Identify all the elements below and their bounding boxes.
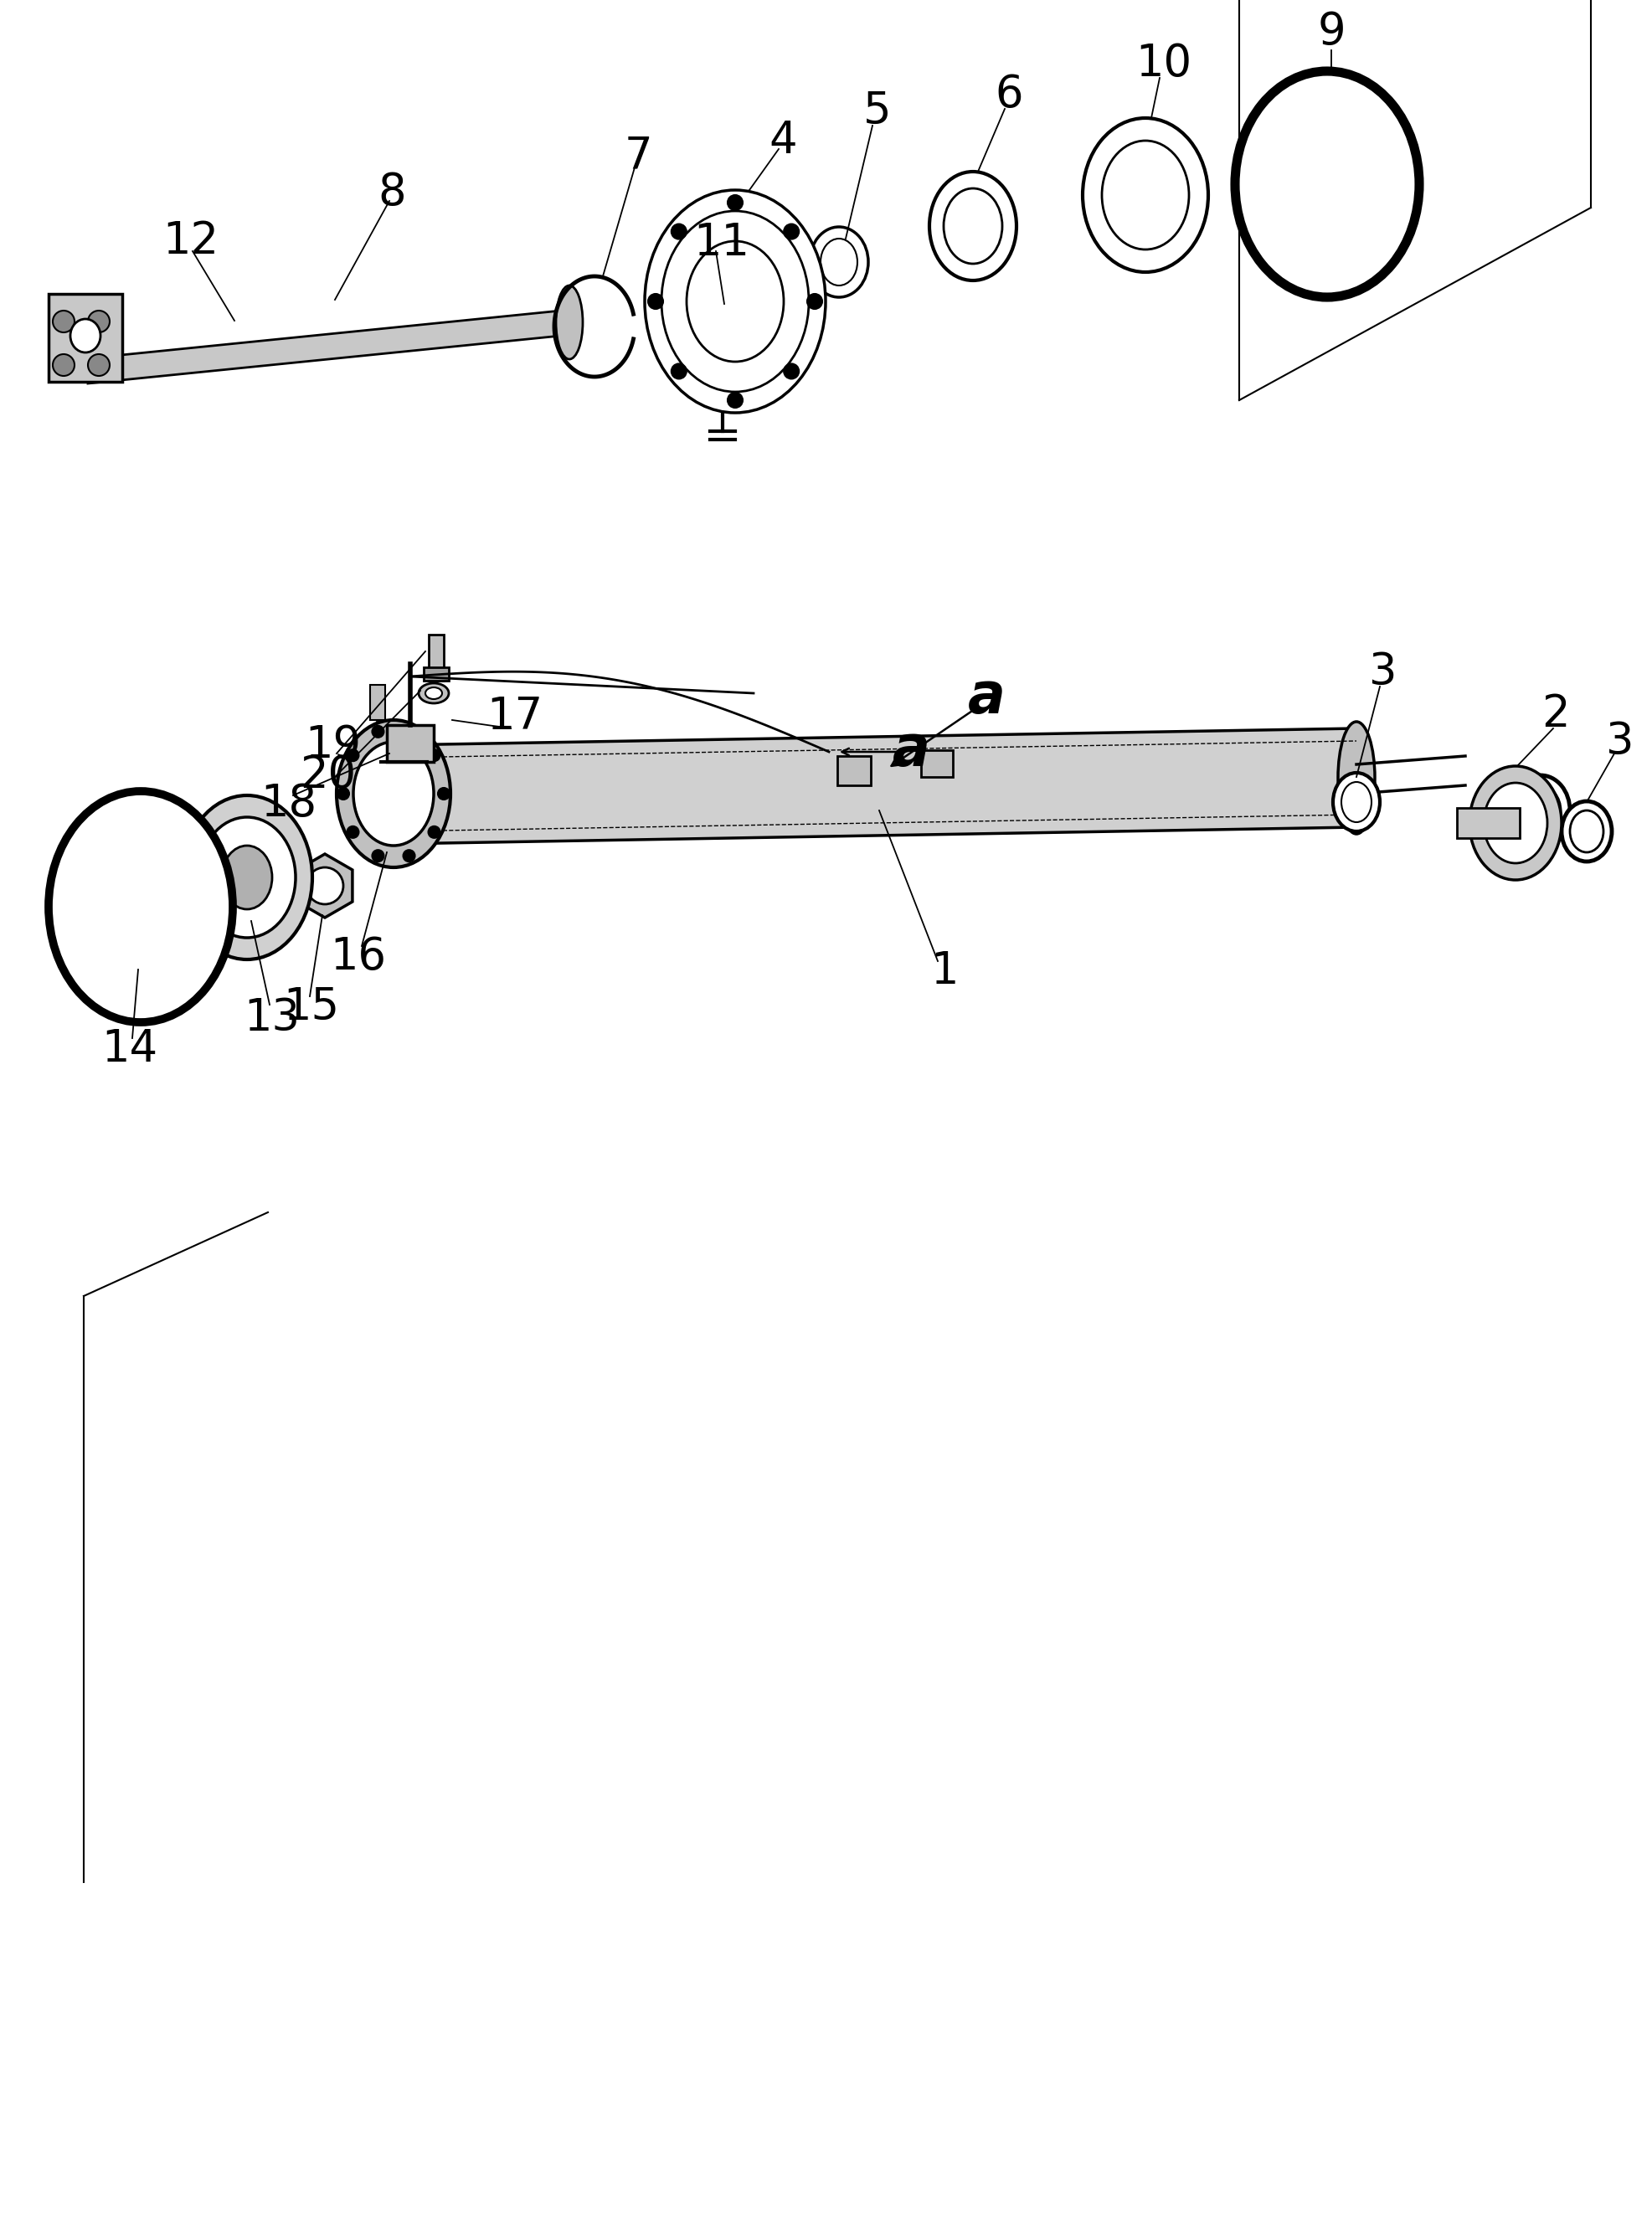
Text: 14: 14	[102, 1026, 159, 1071]
Ellipse shape	[671, 364, 686, 379]
Ellipse shape	[943, 188, 1001, 264]
Ellipse shape	[347, 827, 358, 838]
Bar	[370, 685, 385, 721]
Text: 3: 3	[1368, 650, 1396, 694]
Bar	[920, 749, 952, 776]
Text: 19: 19	[306, 723, 362, 767]
Text: 12: 12	[164, 219, 218, 264]
Ellipse shape	[1483, 783, 1546, 862]
Bar	[428, 634, 443, 681]
Text: 4: 4	[768, 120, 796, 162]
Text: a: a	[966, 670, 1004, 725]
Text: a: a	[892, 723, 930, 778]
Ellipse shape	[372, 725, 383, 738]
Bar	[387, 725, 433, 763]
Ellipse shape	[1338, 723, 1374, 834]
Bar	[423, 667, 449, 681]
Ellipse shape	[71, 319, 101, 353]
Polygon shape	[393, 729, 1356, 845]
Text: 10: 10	[1135, 42, 1191, 86]
Ellipse shape	[53, 310, 74, 333]
Ellipse shape	[1341, 783, 1371, 823]
Ellipse shape	[555, 286, 583, 359]
Text: 6: 6	[995, 73, 1023, 115]
Polygon shape	[297, 854, 352, 918]
Text: 20: 20	[301, 754, 357, 798]
Bar	[838, 756, 871, 785]
Ellipse shape	[88, 310, 109, 333]
Ellipse shape	[403, 849, 415, 862]
Ellipse shape	[809, 226, 867, 297]
Ellipse shape	[425, 687, 441, 698]
Text: 7: 7	[624, 133, 653, 177]
Ellipse shape	[88, 355, 109, 377]
Ellipse shape	[671, 224, 686, 239]
Ellipse shape	[347, 749, 358, 760]
Polygon shape	[88, 310, 568, 384]
Ellipse shape	[418, 683, 449, 703]
Ellipse shape	[819, 239, 857, 286]
Bar	[48, 295, 122, 381]
Ellipse shape	[372, 849, 383, 862]
Ellipse shape	[221, 845, 273, 909]
Ellipse shape	[438, 787, 449, 800]
Ellipse shape	[783, 224, 798, 239]
Ellipse shape	[428, 827, 439, 838]
Ellipse shape	[1520, 787, 1559, 836]
Ellipse shape	[1234, 71, 1419, 297]
Ellipse shape	[783, 364, 798, 379]
Ellipse shape	[1510, 776, 1569, 845]
Ellipse shape	[727, 392, 742, 408]
Text: 5: 5	[862, 89, 890, 133]
Ellipse shape	[727, 195, 742, 211]
Ellipse shape	[337, 721, 451, 867]
Ellipse shape	[1561, 800, 1611, 862]
Ellipse shape	[806, 295, 821, 308]
Text: 13: 13	[244, 995, 301, 1040]
Ellipse shape	[48, 791, 233, 1022]
Text: 16: 16	[330, 936, 387, 978]
Text: 8: 8	[378, 171, 406, 215]
Ellipse shape	[198, 818, 296, 938]
Ellipse shape	[648, 295, 662, 308]
Ellipse shape	[1082, 118, 1208, 273]
Ellipse shape	[403, 725, 415, 738]
Text: 18: 18	[261, 783, 317, 825]
Text: 2: 2	[1541, 692, 1569, 736]
Text: 17: 17	[487, 694, 544, 738]
Ellipse shape	[928, 171, 1016, 282]
Text: 1: 1	[930, 949, 958, 993]
Ellipse shape	[182, 796, 312, 960]
Ellipse shape	[53, 355, 74, 377]
Ellipse shape	[644, 191, 824, 412]
Ellipse shape	[428, 749, 439, 760]
Ellipse shape	[337, 787, 349, 800]
Ellipse shape	[1569, 811, 1602, 851]
Text: 3: 3	[1606, 721, 1634, 763]
Ellipse shape	[354, 743, 433, 845]
Ellipse shape	[686, 242, 783, 361]
Ellipse shape	[1102, 140, 1188, 251]
Text: 11: 11	[694, 222, 750, 264]
Ellipse shape	[375, 738, 411, 851]
Ellipse shape	[1332, 774, 1379, 831]
Text: 9: 9	[1317, 11, 1345, 53]
Ellipse shape	[661, 211, 808, 392]
Ellipse shape	[306, 867, 344, 905]
Bar	[1455, 807, 1518, 838]
Ellipse shape	[1469, 767, 1561, 880]
Text: 15: 15	[282, 984, 339, 1029]
